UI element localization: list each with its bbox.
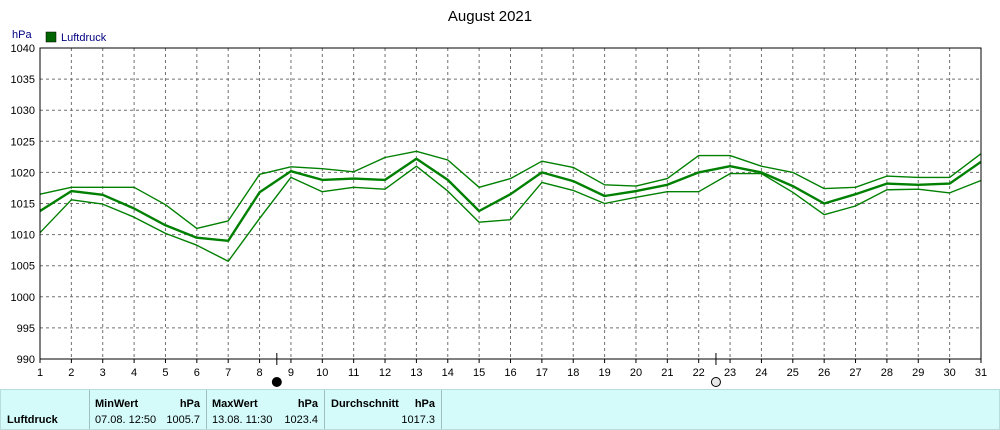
min-header: MinWert: [95, 398, 139, 410]
avg-unit: hPa: [414, 398, 435, 410]
moon-new-icon: [271, 377, 282, 387]
avg-cell: Durchschnitt hPa 1017.3: [325, 390, 442, 429]
x-tick-label: 19: [598, 367, 610, 379]
y-axis-unit: hPa: [12, 29, 32, 41]
x-tick-label: 8: [257, 367, 263, 379]
series-line-max: [39, 150, 982, 230]
x-tick-label: 1: [37, 367, 43, 379]
x-tick-label: 21: [661, 367, 673, 379]
min-cell: MinWert hPa 07.08. 12:50 1005.7: [90, 390, 207, 429]
y-tick-label: 1040: [11, 43, 35, 55]
x-tick-label: 3: [100, 367, 106, 379]
x-tick-label: 23: [724, 367, 736, 379]
x-tick-label: 18: [567, 367, 579, 379]
x-tick-label: 4: [131, 367, 137, 379]
avg-header: Durchschnitt: [331, 398, 399, 410]
pressure-chart: August 2021 hPa Luftdruck 990 995 1000 1005…: [11, 8, 987, 387]
max-value: 1023.4: [284, 414, 318, 426]
x-tick-label: 15: [473, 367, 485, 379]
x-tick-label: 14: [442, 367, 454, 379]
moon-full-icon: [710, 377, 721, 387]
x-tick-label: 28: [881, 367, 893, 379]
x-tick-label: 17: [536, 367, 548, 379]
x-tick-label: 29: [912, 367, 924, 379]
y-tick-label: 1005: [11, 261, 35, 273]
series-lines: [39, 150, 982, 262]
y-tick-label: 1025: [11, 136, 35, 148]
x-tick-label: 26: [818, 367, 830, 379]
statistics-panel: Luftdruck MinWert hPa 07.08. 12:50 1005.…: [0, 389, 1000, 430]
y-axis-ticks: 990 995 1000 1005 1010 1015 1020 1025 1030 1035 10…: [11, 43, 35, 366]
day-markers: [271, 353, 721, 387]
y-tick-label: 1010: [11, 230, 35, 242]
legend-label: Luftdruck: [61, 32, 107, 44]
series-line-min: [39, 165, 982, 262]
y-tick-label: 1020: [11, 167, 35, 179]
x-tick-label: 7: [225, 367, 231, 379]
x-tick-label: 22: [693, 367, 705, 379]
y-tick-label: 1000: [11, 292, 35, 304]
stats-label-cell: Luftdruck: [1, 390, 90, 429]
x-tick-label: 6: [194, 367, 200, 379]
x-tick-label: 10: [316, 367, 328, 379]
min-value: 1005.7: [166, 414, 200, 426]
min-unit: hPa: [179, 398, 200, 410]
x-tick-label: 5: [162, 367, 168, 379]
y-tick-label: 1015: [11, 199, 35, 211]
x-tick-label: 12: [379, 367, 391, 379]
x-tick-label: 25: [787, 367, 799, 379]
legend-swatch: [45, 31, 57, 43]
x-tick-label: 9: [288, 367, 294, 379]
x-tick-label: 20: [630, 367, 642, 379]
x-tick-label: 2: [68, 367, 74, 379]
max-unit: hPa: [297, 398, 318, 410]
grid-lines: [40, 48, 981, 359]
x-tick-label: 24: [755, 367, 767, 379]
chart-title: August 2021: [448, 8, 532, 25]
min-time: 07.08. 12:50: [95, 414, 157, 426]
max-time: 13.08. 11:30: [212, 414, 273, 426]
x-axis-ticks: 1 2 3 4 5 6 7 8 9 10 11 12 13 14 15 16 17 18 19 20 21 22 23 24 2…: [37, 359, 987, 379]
x-tick-label: 11: [348, 367, 359, 379]
stats-row-label: Luftdruck: [7, 414, 58, 426]
max-cell: MaxWert hPa 13.08. 11:30 1023.4: [207, 390, 325, 429]
plot-frame: [39, 47, 982, 360]
x-tick-label: 16: [504, 367, 516, 379]
avg-value: 1017.3: [401, 414, 435, 426]
x-tick-label: 30: [944, 367, 956, 379]
x-tick-label: 31: [975, 367, 987, 379]
y-tick-label: 1030: [11, 105, 35, 117]
x-tick-label: 13: [410, 367, 422, 379]
series-line-mean: [39, 157, 982, 243]
x-tick-label: 27: [849, 367, 861, 379]
max-header: MaxWert: [212, 398, 258, 410]
y-tick-label: 990: [17, 354, 35, 366]
y-tick-label: 1035: [11, 74, 35, 86]
y-tick-label: 995: [17, 323, 35, 335]
